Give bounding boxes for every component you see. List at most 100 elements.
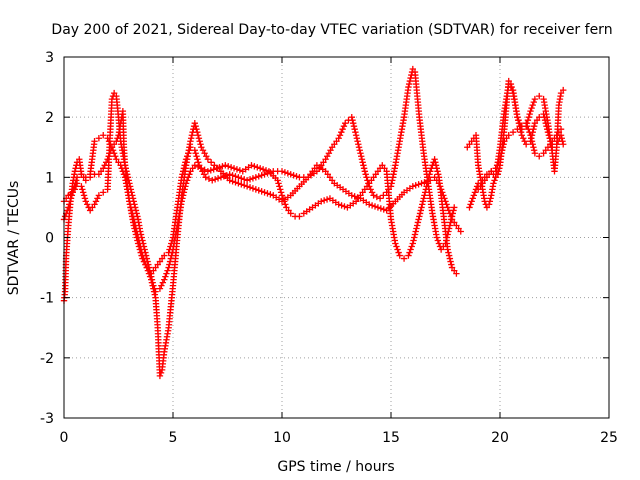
data-point-marker — [529, 141, 536, 148]
data-point-marker — [142, 261, 149, 268]
data-point-marker — [517, 129, 525, 136]
data-point-marker — [342, 119, 349, 127]
data-point-marker — [193, 153, 200, 160]
data-point-marker — [451, 204, 458, 211]
data-point-marker — [411, 234, 418, 241]
data-point-marker — [514, 116, 522, 124]
data-point-marker — [275, 180, 282, 187]
data-point-marker — [453, 270, 460, 277]
data-point-marker — [194, 156, 201, 163]
data-point-marker — [424, 178, 431, 185]
data-point-marker — [61, 213, 69, 220]
data-point-marker — [201, 166, 208, 174]
data-point-marker — [421, 192, 428, 199]
data-point-marker — [214, 175, 222, 182]
data-point-marker — [136, 246, 144, 253]
data-point-marker — [117, 162, 124, 169]
data-point-marker — [420, 195, 427, 202]
y-axis-title: SDTVAR / TECUs — [6, 181, 22, 296]
data-point-marker — [131, 225, 138, 232]
data-point-marker — [525, 126, 532, 133]
data-point-marker — [421, 179, 428, 186]
data-point-marker — [262, 167, 270, 174]
data-point-marker — [91, 138, 98, 145]
data-point-marker — [78, 171, 85, 178]
data-point-marker — [248, 162, 255, 169]
data-point-marker — [91, 201, 98, 208]
data-point-marker — [360, 162, 367, 169]
data-point-marker — [466, 204, 473, 211]
data-point-marker — [243, 183, 251, 190]
data-point-marker — [134, 237, 141, 244]
data-point-marker — [435, 180, 443, 187]
data-point-marker — [137, 249, 144, 256]
y-tick-label: 3 — [45, 50, 54, 66]
data-point-marker — [211, 176, 219, 183]
data-point-marker — [416, 213, 423, 220]
data-point-marker — [407, 246, 414, 253]
data-point-marker — [435, 171, 442, 178]
data-point-marker — [151, 291, 159, 298]
data-point-marker — [73, 174, 81, 181]
data-point-marker — [133, 234, 140, 241]
data-point-marker — [148, 276, 155, 283]
data-point-marker — [418, 204, 425, 211]
data-point-marker — [251, 163, 258, 170]
data-point-marker — [543, 122, 550, 130]
data-point-marker — [204, 156, 212, 163]
data-point-marker — [112, 153, 119, 160]
data-point-marker — [188, 132, 196, 139]
data-point-marker — [522, 141, 530, 148]
data-point-marker — [72, 180, 79, 187]
data-point-marker — [409, 240, 416, 247]
data-point-marker — [252, 174, 260, 181]
data-point-marker — [194, 129, 201, 136]
data-point-marker — [380, 192, 387, 199]
data-point-marker — [158, 282, 165, 289]
data-point-marker — [130, 222, 137, 229]
data-point-marker — [359, 159, 366, 166]
data-point-marker — [264, 190, 271, 197]
data-point-marker — [524, 122, 531, 130]
data-point-marker — [108, 144, 116, 151]
data-point-marker — [232, 179, 239, 186]
data-point-marker — [95, 192, 103, 199]
data-point-marker — [255, 173, 262, 180]
data-point-marker — [191, 119, 198, 127]
data-point-marker — [368, 202, 376, 209]
data-point-marker — [156, 372, 164, 380]
x-tick-label: 10 — [273, 430, 291, 446]
data-point-marker — [434, 168, 441, 175]
data-point-marker — [522, 119, 530, 127]
data-point-marker — [486, 198, 494, 205]
data-point-marker — [197, 141, 204, 148]
data-point-marker — [405, 252, 412, 259]
data-point-marker — [371, 203, 379, 210]
data-point-marker — [233, 166, 241, 173]
data-point-marker — [377, 205, 385, 212]
data-point-marker — [139, 255, 146, 262]
data-point-marker — [352, 132, 360, 139]
data-point-marker — [238, 181, 245, 188]
data-point-marker — [373, 193, 381, 201]
data-point-marker — [446, 210, 454, 217]
data-point-marker — [413, 225, 420, 232]
data-point-marker — [195, 135, 203, 142]
data-point-marker — [417, 207, 424, 214]
data-point-marker — [276, 183, 283, 190]
data-point-marker — [437, 186, 445, 193]
data-point-marker — [156, 285, 164, 292]
data-point-marker — [68, 192, 76, 199]
data-point-marker — [278, 192, 286, 199]
data-point-marker — [143, 264, 151, 271]
data-point-marker — [423, 183, 430, 190]
data-point-marker — [336, 132, 344, 139]
data-point-marker — [341, 203, 348, 210]
data-point-marker — [497, 153, 504, 160]
data-point-marker — [353, 135, 361, 142]
grid-lines — [64, 57, 609, 418]
data-point-marker — [100, 132, 107, 139]
data-point-marker — [148, 279, 156, 286]
data-point-marker — [132, 228, 139, 235]
